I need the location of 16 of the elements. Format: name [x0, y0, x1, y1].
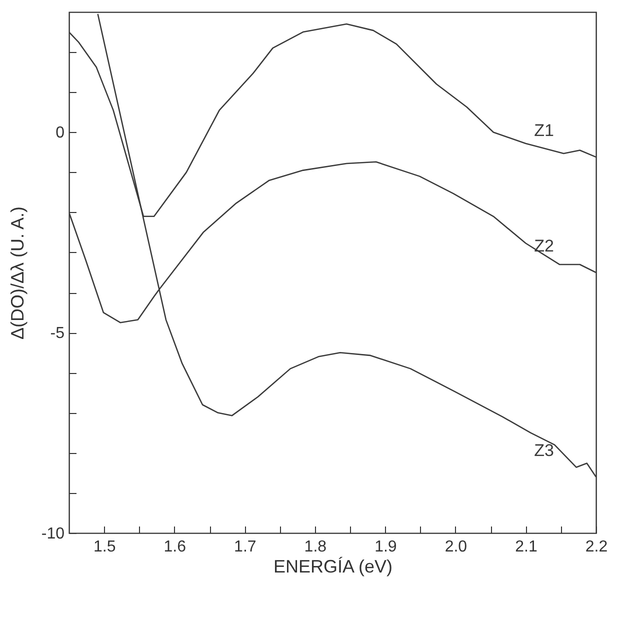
series-label: Z3 — [534, 440, 554, 460]
x-tick-label: 1.7 — [234, 538, 256, 556]
x-tick-label: 1.9 — [374, 538, 397, 556]
series-label: Z2 — [534, 236, 554, 256]
y-axis-title: Δ(DO)/Δλ (U. A.) — [7, 206, 28, 340]
series-label: Z1 — [534, 121, 554, 140]
y-tick-label: -5 — [50, 325, 65, 342]
x-tick-label: 2.2 — [585, 538, 608, 556]
x-tick-label: 1.8 — [304, 538, 327, 556]
x-tick-label: 2.0 — [444, 538, 468, 556]
y-tick-label: 0 — [56, 124, 65, 142]
y-tick-label: -10 — [41, 526, 65, 542]
x-tick-label: 1.5 — [94, 538, 116, 556]
x-tick-label: 2.1 — [515, 538, 538, 556]
x-axis-title: ENERGÍA (eV) — [273, 556, 393, 576]
x-tick-label: 1.6 — [164, 538, 186, 556]
